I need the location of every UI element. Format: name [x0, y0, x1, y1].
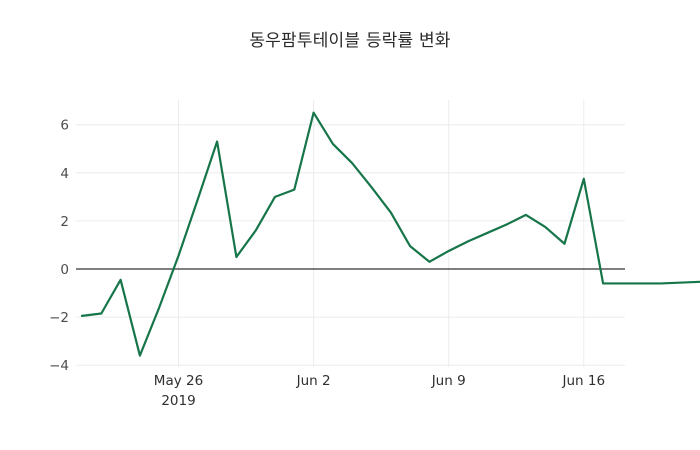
y-tick-label-1: 4 — [60, 166, 69, 182]
x-tick-year-label: 2019 — [161, 393, 195, 409]
y-tick-label-5: −4 — [49, 358, 69, 374]
data-series-line — [80, 111, 700, 357]
x-axis-labels: May 26 2019 Jun 2 Jun 9 Jun 16 — [154, 373, 605, 409]
x-tick-label-3: Jun 16 — [562, 373, 606, 389]
y-tick-label-2: 2 — [60, 214, 69, 230]
y-axis-labels: 6 4 2 0 −2 −4 — [49, 118, 69, 375]
y-tick-label-4: −2 — [49, 310, 69, 326]
y-tick-label-3: 0 — [60, 262, 69, 278]
y-tick-label-0: 6 — [60, 118, 69, 134]
x-tick-label-2: Jun 9 — [431, 373, 466, 389]
gridlines-group — [76, 100, 625, 367]
x-tick-label-1: Jun 2 — [296, 373, 331, 389]
chart-title: 동우팜투테이블 등락률 변화 — [249, 31, 451, 51]
x-tick-label-0: May 26 — [154, 373, 203, 389]
